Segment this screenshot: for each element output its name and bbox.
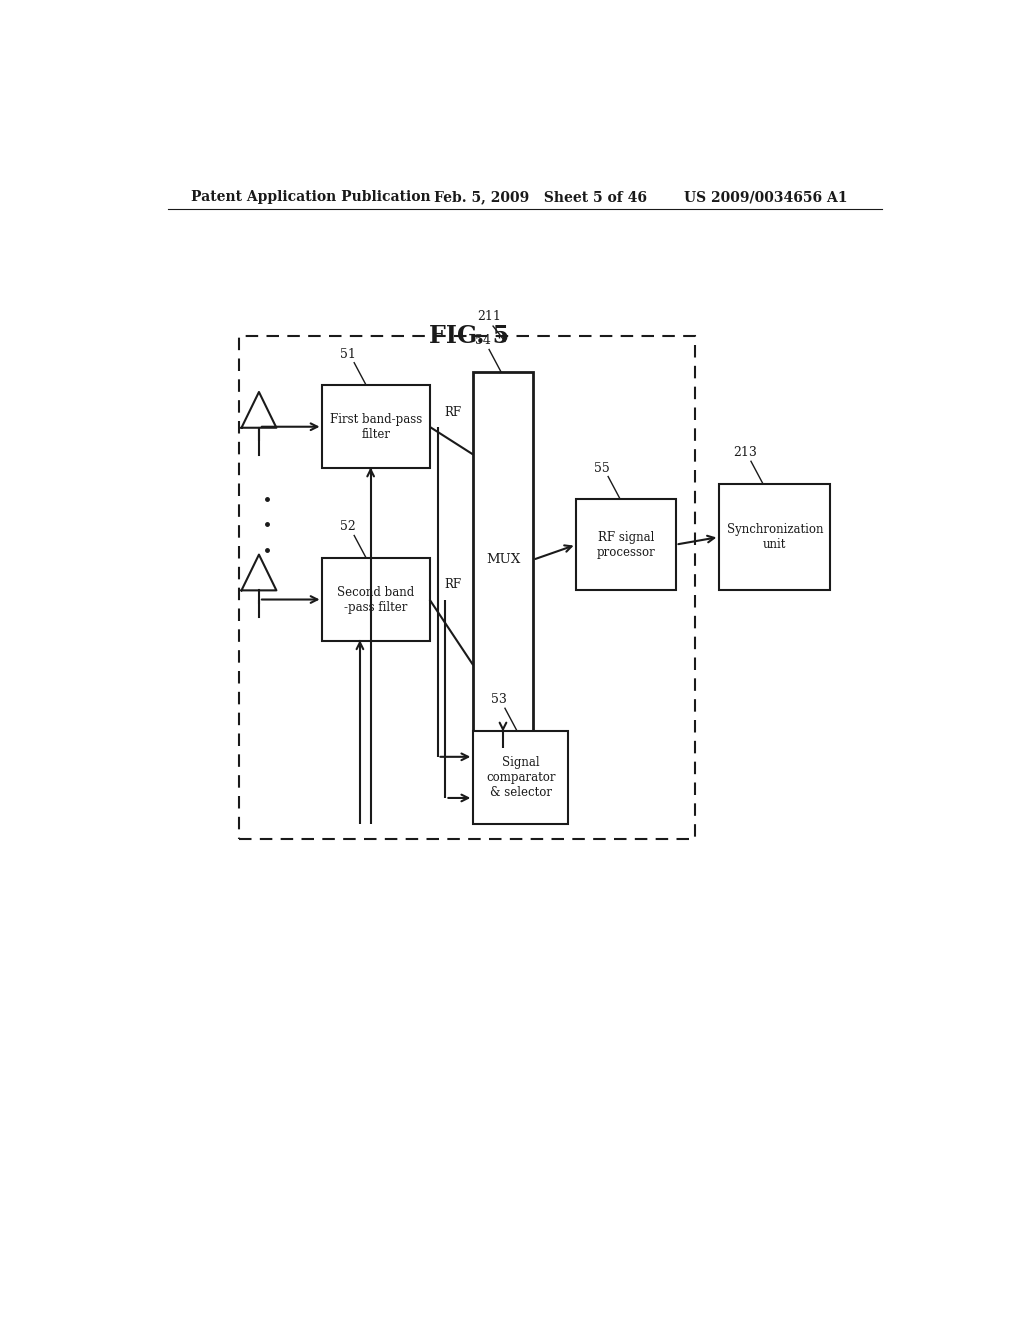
Text: Feb. 5, 2009   Sheet 5 of 46: Feb. 5, 2009 Sheet 5 of 46 (433, 190, 646, 205)
Text: MUX: MUX (485, 553, 520, 566)
Text: 52: 52 (340, 520, 355, 533)
Bar (323, 558, 430, 642)
Text: 51: 51 (340, 347, 355, 360)
Bar (473, 731, 568, 824)
Text: RF: RF (443, 578, 461, 591)
Bar (323, 385, 430, 469)
Text: 53: 53 (490, 693, 507, 706)
Text: Signal
comparator
& selector: Signal comparator & selector (486, 756, 556, 799)
Text: RF: RF (443, 405, 461, 418)
Text: RF signal
processor: RF signal processor (597, 531, 655, 558)
Bar (240, 337, 695, 840)
Bar (577, 499, 676, 590)
Text: 55: 55 (594, 462, 609, 474)
Text: FIG. 5: FIG. 5 (429, 325, 509, 348)
Bar (473, 372, 532, 748)
Text: Second band
-pass filter: Second band -pass filter (337, 586, 415, 614)
Text: First band-pass
filter: First band-pass filter (330, 413, 422, 441)
Text: 211: 211 (477, 310, 501, 323)
Text: Patent Application Publication: Patent Application Publication (191, 190, 431, 205)
Text: 213: 213 (733, 446, 757, 459)
Text: 54: 54 (475, 334, 490, 347)
Text: US 2009/0034656 A1: US 2009/0034656 A1 (684, 190, 847, 205)
Bar (719, 483, 830, 590)
Text: Synchronization
unit: Synchronization unit (727, 523, 823, 550)
